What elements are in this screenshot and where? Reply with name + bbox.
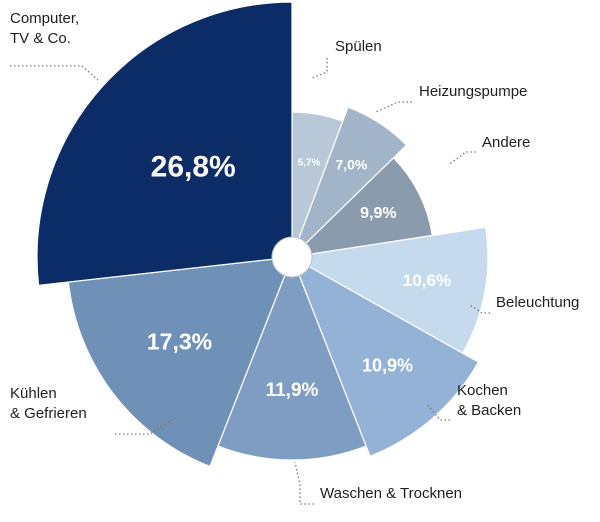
value-label-beleuchtung: 10,6% [403,271,451,290]
category-labels: Spülen Heizungspumpe Andere Beleuchtung Koch… [10,10,579,502]
leader-line-computer-tv-co [10,65,99,81]
leader-line-waschen-trocknen [294,461,314,505]
value-label-computer-tv-co: 26,8% [151,151,236,184]
value-label-spülen: 5,7% [298,157,321,168]
value-label-kochen-backen: 10,9% [362,356,413,376]
category-label-beleuchtung: Beleuchtung [496,294,579,311]
pie-slice-kochen-backen [290,255,480,458]
pie-slice-andere [290,156,434,258]
pie-slice-kühlen-gefrieren [67,256,293,468]
pie-slice-heizungspumpe [291,106,408,258]
category-label-kochen-backen: Kochen & Backen [457,382,521,419]
leader-line-andere [447,151,476,166]
value-label-heizungspumpe: 7,0% [335,157,367,173]
value-label-andere: 9,9% [360,205,396,222]
category-label-andere: Andere [482,134,530,151]
category-label-spülen: Spülen [335,38,382,55]
category-label-kühlen-gefrieren: Kühlen & Gefrieren [10,385,87,422]
pie-slice-waschen-trocknen [217,255,367,461]
value-label-kühlen-gefrieren: 17,3% [147,328,212,354]
leader-line-spülen [311,58,328,79]
leader-line-heizungspumpe [375,101,412,113]
leader-line-beleuchtung [469,304,490,314]
center-hole [271,236,313,278]
leader-lines [10,58,490,505]
pie-slice-beleuchtung [290,226,489,355]
pie-slices [36,1,489,468]
value-label-waschen-trocknen: 11,9% [266,380,319,401]
pie-slice-computer-tv-co [36,1,293,287]
category-label-waschen-trocknen: Waschen & Trocknen [320,485,462,502]
category-label-heizungspumpe: Heizungspumpe [419,83,527,100]
value-labels: 5,7% 7,0% 9,9% 10,6% 10,9% 11,9% 17,3% 26,8% [147,151,451,401]
category-label-computer-tv-co: Computer, TV & Co. [10,10,79,47]
